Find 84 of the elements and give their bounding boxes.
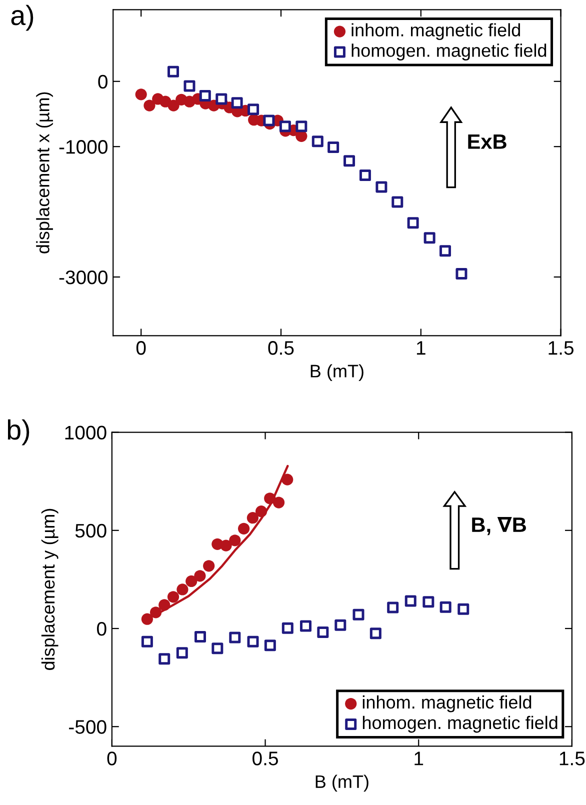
point: [176, 584, 188, 596]
point: [220, 540, 232, 552]
point: [264, 492, 276, 504]
annotation: ExB: [468, 134, 506, 149]
point: [158, 653, 170, 665]
point: [392, 196, 404, 208]
point: [144, 100, 156, 112]
point: [376, 181, 388, 193]
x-tick-label: 0: [136, 341, 146, 355]
point: [255, 506, 268, 518]
x-tick-label: 0.5: [268, 341, 294, 355]
point: [158, 599, 170, 611]
point: [238, 522, 250, 534]
y-tick-label: 0: [97, 622, 106, 636]
legend-label: homogen. magnetic field: [362, 716, 558, 733]
point: [135, 88, 147, 100]
text: b): [8, 419, 30, 446]
point: [456, 268, 468, 280]
y-tick-label: -1000: [59, 140, 108, 154]
point: [334, 619, 346, 631]
legend-label: inhom. magnetic field: [352, 23, 520, 40]
point: [248, 104, 260, 116]
point: [422, 596, 434, 608]
legend-label: homogen. magnetic field: [352, 44, 546, 60]
x-tick-label: 0.5: [252, 752, 278, 766]
text: a): [11, 4, 34, 31]
point: [300, 620, 312, 632]
y-axis-title: displacement y (µm): [41, 508, 58, 670]
point: [184, 80, 196, 92]
point: [186, 575, 198, 588]
point: [328, 141, 340, 153]
point: [370, 628, 382, 640]
point: [344, 155, 356, 167]
x-tick-label: 1.5: [548, 341, 574, 355]
point: [352, 608, 364, 620]
x-axis-title: B (mT): [310, 364, 364, 382]
point: [247, 636, 259, 648]
x-tick-label: 1: [414, 752, 424, 766]
point: [199, 90, 211, 102]
point: [387, 602, 399, 614]
x-tick-label: 1: [416, 341, 426, 355]
y-tick-label: 1000: [65, 426, 106, 440]
x-tick-label: 0: [107, 752, 117, 766]
y-tick-label: -500: [69, 720, 106, 734]
point: [407, 217, 419, 229]
point: [359, 170, 371, 182]
point: [168, 66, 180, 78]
point: [424, 232, 436, 244]
point: [404, 595, 416, 607]
y-axis-title: displacement x (µm): [36, 92, 53, 254]
point: [229, 534, 241, 546]
point: [167, 591, 180, 603]
point: [317, 626, 329, 638]
y-tick-label: 0: [98, 74, 108, 89]
point: [264, 640, 276, 652]
point: [231, 97, 243, 109]
y-tick-label: 500: [75, 524, 106, 538]
point: [216, 93, 228, 105]
point: [212, 642, 224, 654]
point: [279, 120, 291, 132]
x-axis-title: B (mT): [316, 774, 368, 792]
point: [203, 560, 215, 572]
point: [440, 601, 452, 613]
point: [263, 114, 275, 126]
point: [282, 474, 294, 486]
point: [194, 570, 206, 582]
point: [176, 647, 188, 659]
y-tick-label: -3000: [59, 270, 108, 284]
point: [141, 613, 154, 625]
point: [141, 636, 153, 648]
x-tick-label: 1.5: [560, 752, 585, 766]
point: [229, 632, 241, 644]
point: [150, 606, 162, 618]
point: [272, 496, 285, 508]
point: [296, 120, 308, 132]
annotation: B, ∇B: [472, 516, 526, 536]
point: [194, 630, 206, 642]
point: [282, 622, 294, 634]
point: [246, 512, 258, 524]
legend-label: inhom. magnetic field: [362, 695, 532, 712]
point: [168, 100, 180, 112]
point: [458, 603, 470, 615]
point: [312, 136, 324, 148]
point: [439, 245, 451, 257]
